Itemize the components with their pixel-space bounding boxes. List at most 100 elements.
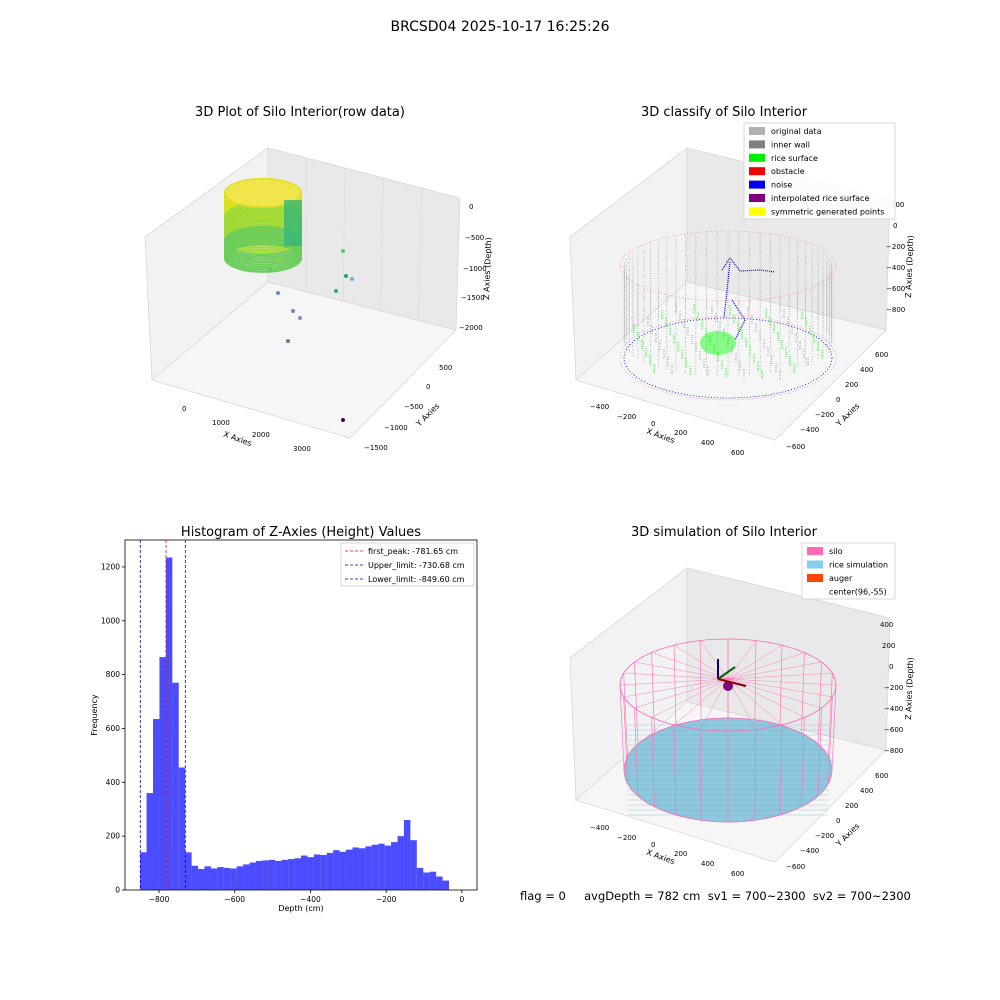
histogram-bar	[365, 846, 372, 890]
classify-point-cloud	[619, 230, 837, 401]
simulation-z-ticks: 400 200 0 −200 −400 −600 −800	[880, 621, 903, 755]
legend-label: auger	[829, 574, 853, 583]
histogram-bar	[262, 860, 269, 890]
cls-xtick: 0	[651, 420, 655, 428]
raw-x-label: X Axies	[222, 430, 253, 449]
raw-ztick: 0	[469, 203, 473, 211]
cls-ytick: 200	[845, 381, 858, 389]
histogram-bar	[198, 869, 205, 890]
histogram-bar	[146, 793, 154, 890]
histogram-bar	[204, 866, 211, 890]
legend-swatch	[749, 140, 765, 149]
histogram-bar	[307, 857, 314, 890]
histogram-bar	[371, 844, 379, 890]
raw-ztick: −2000	[459, 324, 483, 332]
classify-x-ticks: −400 −200 0 200 400 600	[590, 403, 744, 457]
raw-data-3d-panel: 3D Plot of Silo Interior(row data) 0 100…	[144, 105, 493, 453]
raw-ztick: −1000	[463, 265, 487, 273]
histogram-bar	[255, 860, 263, 890]
cls-xtick: −400	[590, 403, 609, 411]
raw-gridlines	[305, 157, 422, 321]
histogram-bar	[217, 867, 224, 890]
cls-xtick: 600	[731, 449, 744, 457]
raw-ztick: −1500	[461, 294, 485, 302]
histogram-y-tick-label: 200	[106, 832, 121, 841]
legend-swatch	[749, 153, 765, 162]
histogram-x-tick-label: 0	[459, 895, 464, 904]
histogram-y-tick-label: 400	[106, 778, 121, 787]
histogram-bar	[275, 860, 282, 890]
histogram-y-label: Frequency	[90, 694, 99, 736]
histogram-bar	[423, 872, 430, 890]
classify-z-ticks: 200 0 −200 −400 −600 −800	[886, 201, 905, 314]
sim-ytick: 0	[836, 817, 840, 825]
classify-z-label: Z Axies (Depth)	[904, 235, 915, 298]
histogram-bar	[378, 843, 385, 890]
histogram-bar	[352, 847, 359, 890]
histogram-y-tick-label: 1200	[101, 562, 120, 571]
simulation-x-ticks: −400 −200 0 200 400 600	[590, 824, 744, 878]
histogram-bars	[140, 557, 449, 890]
histogram-y-tick-label: 800	[106, 670, 121, 679]
histogram-legend-label: Upper_limit: -730.68 cm	[368, 561, 465, 570]
classify-panel-title: 3D classify of Silo Interior	[641, 105, 808, 120]
histogram-bar	[403, 820, 411, 890]
sim-ytick: 200	[845, 802, 858, 810]
legend-swatch	[749, 207, 765, 216]
simulation-3d-panel: 3D simulation of Silo Interior −400 −200…	[569, 525, 915, 878]
sim-xtick: −200	[617, 834, 636, 842]
cls-ztick: −800	[886, 306, 905, 314]
histogram-x-tick-label: −600	[224, 895, 245, 904]
histogram-bar	[313, 854, 321, 890]
cls-ytick: −600	[786, 443, 805, 451]
sim-ztick: 0	[889, 663, 893, 671]
simulation-silo-model	[619, 638, 837, 823]
histogram-panel: Histogram of Z-Axies (Height) Values −80…	[90, 525, 478, 913]
histogram-bar	[410, 840, 417, 890]
sim-ytick: 400	[860, 787, 873, 795]
histogram-bar	[397, 836, 404, 890]
legend-label: rice simulation	[829, 561, 888, 570]
sim-ytick: −200	[815, 832, 834, 840]
raw-ytick: −500	[404, 403, 423, 411]
histogram-bar	[178, 767, 186, 890]
raw-ytick: −1500	[364, 444, 388, 452]
sim-xtick: 0	[651, 841, 655, 849]
legend-swatch	[749, 127, 765, 135]
raw-ztick: −500	[465, 234, 484, 242]
histogram-bar	[294, 858, 301, 890]
histogram-bar	[358, 848, 366, 890]
histogram-bar	[333, 850, 340, 890]
sim-ztick: 200	[882, 642, 895, 650]
sim-xtick: 200	[674, 850, 687, 858]
histogram-reference-lines	[139, 540, 186, 890]
legend-label: interpolated rice surface	[771, 194, 869, 203]
simulation-legend: silo rice simulation auger center(96,-55)	[801, 542, 896, 600]
cls-ytick: 400	[860, 366, 873, 374]
histogram-y-ticks: 0 200 400 600 800 1000 1200	[101, 562, 125, 895]
legend-label: center(96,-55)	[829, 588, 887, 597]
histogram-bar	[159, 657, 166, 890]
histogram-x-tick-label: −800	[149, 895, 170, 904]
histogram-bar	[243, 864, 250, 890]
legend-label: symmetric generated points	[771, 207, 884, 216]
cls-ztick: 200	[891, 201, 904, 209]
histogram-title: Histogram of Z-Axies (Height) Values	[181, 525, 421, 540]
legend-swatch	[807, 547, 823, 555]
cls-xtick: 200	[674, 429, 687, 437]
histogram-y-tick-label: 0	[115, 886, 120, 895]
raw-x-ticks: 0 1000 2000 3000	[182, 405, 311, 453]
sim-ztick: −400	[884, 705, 903, 713]
sim-xtick: 400	[701, 860, 714, 868]
raw-xtick: 2000	[252, 431, 270, 439]
histogram-x-tick-label: −200	[376, 895, 397, 904]
histogram-x-ticks: −800 −600 −400 −200 0	[149, 890, 464, 904]
legend-label: original data	[771, 127, 822, 136]
histogram-legend-label: Lower_limit: -849.60 cm	[368, 575, 465, 584]
cls-ztick: −600	[886, 285, 905, 293]
histogram-bar	[268, 859, 276, 890]
histogram-bar	[339, 851, 347, 890]
raw-ytick: 0	[426, 383, 430, 391]
histogram-bar	[429, 871, 437, 890]
legend-label: obstacle	[771, 167, 805, 176]
